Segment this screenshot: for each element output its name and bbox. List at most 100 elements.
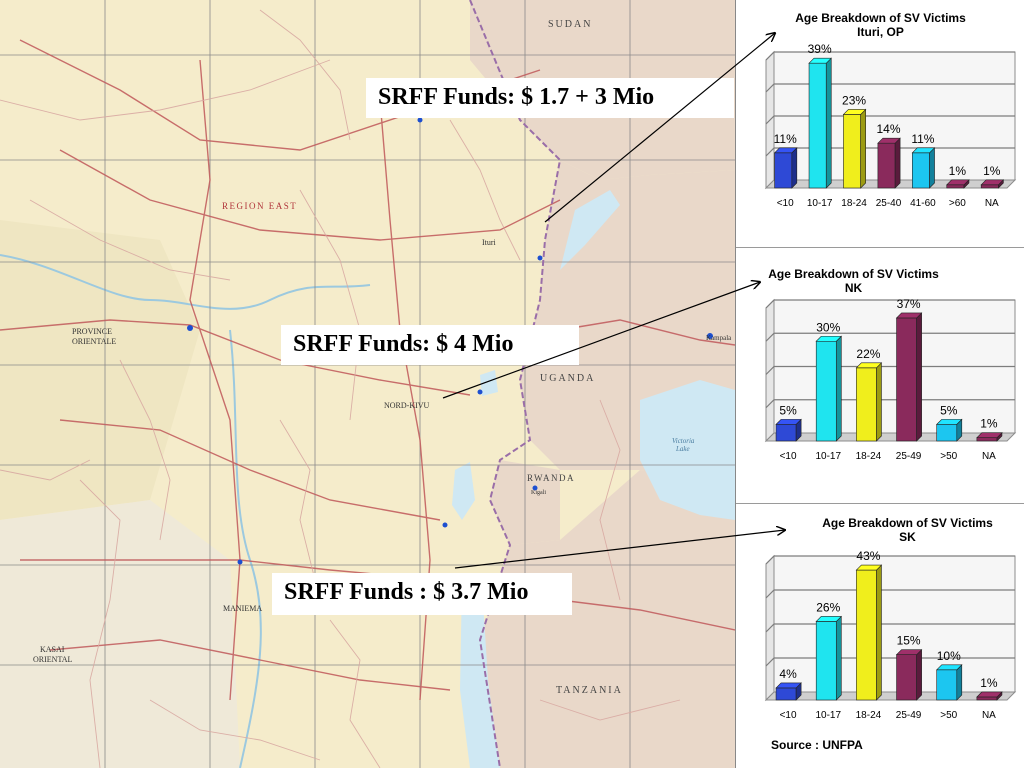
tick-label: 41-60 [910, 198, 936, 209]
bar-top [895, 649, 923, 655]
bar-front [980, 184, 999, 189]
tick-label: 25-40 [876, 198, 902, 209]
map-label-kasai-oriental: KASAI ORIENTAL [33, 645, 72, 664]
bar-top [775, 419, 802, 425]
bar [775, 682, 802, 701]
bar-front [856, 367, 877, 442]
chart-sk-subtitle: SK [899, 530, 916, 544]
bar [895, 312, 923, 442]
bar-top [877, 137, 901, 144]
bar-front [775, 424, 797, 442]
bar [775, 418, 802, 442]
map-label-victoria-lake: Victoria Lake [672, 437, 696, 453]
bar-top [855, 564, 883, 571]
data-label: 14% [876, 122, 900, 136]
chart-gridline [765, 332, 1015, 342]
data-label: 22% [856, 347, 880, 361]
data-label: 11% [774, 132, 797, 146]
chart-sk-plot: 4% <10 26% 10-17 43% 18-24 15% 25-49 10% >50 1% NA [764, 549, 1017, 721]
map-label-kigali: Kigali [531, 490, 546, 496]
tick-label: <10 [780, 451, 797, 462]
map-label-tanzania: TANZANIA [556, 685, 623, 696]
bar-side [916, 312, 922, 442]
map-label-ituri: Ituri [482, 238, 497, 247]
chart-ituri: Age Breakdown of SV Victims Ituri, OP 11… [736, 0, 1024, 247]
bar-top [976, 432, 1003, 438]
bar [946, 179, 970, 189]
bar-front [815, 340, 837, 442]
map-label-rwanda: RWANDA [527, 473, 575, 483]
river-lualaba [229, 329, 262, 768]
map-label-province-orientale-line1: PROVINCE [72, 327, 112, 336]
chart-gridline [765, 399, 1015, 409]
tick-label: >50 [940, 451, 957, 462]
chart-nk-subtitle: NK [844, 281, 863, 295]
tick-label: NA [985, 198, 999, 209]
data-label: 39% [808, 42, 832, 56]
bar-side [916, 648, 922, 701]
bar-side [860, 108, 866, 189]
data-label: 15% [897, 634, 921, 648]
data-label: 26% [816, 600, 840, 614]
tick-label: NA [982, 710, 996, 721]
chart-gridline [765, 589, 1015, 599]
tick-label: 25-49 [896, 710, 922, 721]
tick-label: NA [982, 451, 996, 462]
funds-label-sk: SRFF Funds : $ 3.7 Mio [272, 573, 572, 615]
chart-nk-title-line: Age Breakdown of SV Victims [768, 267, 939, 281]
bar-front [896, 317, 917, 442]
bar-front [946, 184, 965, 189]
bar [855, 362, 883, 442]
funds-label-nk: SRFF Funds: $ 4 Mio [281, 325, 579, 365]
bar-front [774, 152, 793, 189]
chart-nk-title: Age Breakdown of SV Victims NK [709, 267, 998, 295]
bar-front [877, 142, 896, 189]
tick-label: <10 [777, 198, 794, 209]
bar-top [980, 179, 1005, 186]
bar-front [896, 654, 917, 701]
data-label: 30% [816, 320, 840, 334]
tick-label: 10-17 [815, 710, 841, 721]
map-label-province-orientale: PROVINCE ORIENTALE [72, 327, 116, 346]
bar [935, 664, 963, 701]
chart-sk: Age Breakdown of SV Victims SK 4% <10 26% 1… [736, 504, 1024, 768]
bar-top [775, 682, 802, 689]
chart-gridline [765, 365, 1015, 375]
bar-front [815, 621, 837, 701]
map-label-victoria-line2: Lake [675, 445, 690, 453]
bar [855, 564, 883, 701]
bar-top [815, 335, 843, 342]
tick-label: 18-24 [856, 710, 882, 721]
bar-top [842, 109, 867, 115]
panel-divider-2 [736, 503, 1024, 504]
map-label-nord-kivu: NORD-KIVU [384, 401, 430, 410]
map-region-kasai [0, 500, 240, 768]
tick-label: 10-17 [807, 198, 833, 209]
map-label-maniema: MANIEMA [223, 604, 262, 613]
bar-side [835, 615, 842, 701]
source-note: Source : UNFPA [771, 738, 863, 752]
bar-top [976, 691, 1003, 698]
tick-label: 18-24 [841, 198, 867, 209]
bar-front [843, 114, 861, 189]
bar-side [876, 564, 882, 701]
funds-label-ituri: SRFF Funds: $ 1.7 + 3 Mio [366, 78, 734, 118]
bar [773, 147, 798, 189]
map-label-victoria-line1: Victoria [672, 437, 695, 445]
bar-top [855, 362, 883, 369]
data-label: 1% [980, 417, 998, 431]
data-label: 1% [949, 164, 967, 178]
data-label: 11% [911, 132, 934, 146]
bar-top [946, 179, 970, 186]
bar-front [808, 62, 827, 189]
bar [976, 691, 1003, 701]
data-label: 23% [842, 93, 866, 107]
chart-nk: Age Breakdown of SV Victims NK 5% <10 30% 1… [736, 248, 1024, 503]
data-label: 1% [983, 164, 1001, 178]
bar [935, 418, 963, 442]
lake-kivu [452, 462, 475, 520]
map-label-province-orientale-line2: ORIENTALE [72, 337, 116, 346]
map-label-kampala: Kampala [706, 334, 732, 342]
bar-front [936, 669, 958, 701]
bar-front [775, 687, 797, 701]
